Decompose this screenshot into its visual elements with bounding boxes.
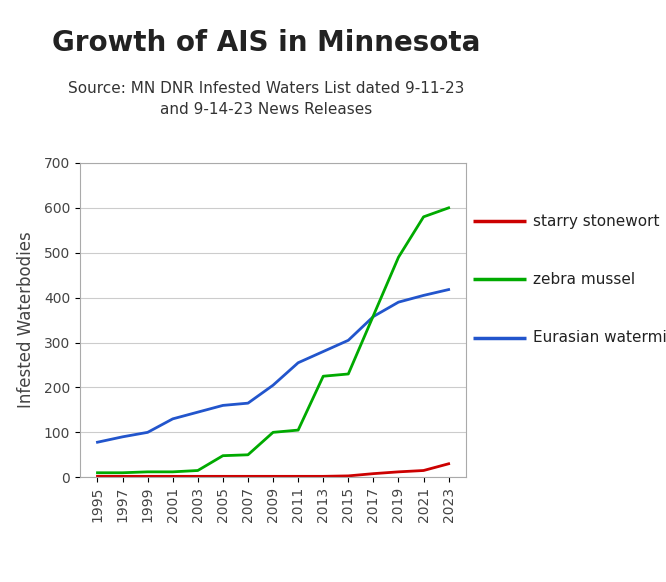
Text: Growth of AIS in Minnesota: Growth of AIS in Minnesota xyxy=(52,29,481,57)
Text: starry stonewort: starry stonewort xyxy=(533,214,659,229)
Text: Eurasian watermilfoil: Eurasian watermilfoil xyxy=(533,330,666,345)
Y-axis label: Infested Waterbodies: Infested Waterbodies xyxy=(17,232,35,409)
Text: Source: MN DNR Infested Waters List dated 9-11-23
and 9-14-23 News Releases: Source: MN DNR Infested Waters List date… xyxy=(68,81,465,118)
Text: zebra mussel: zebra mussel xyxy=(533,272,635,287)
